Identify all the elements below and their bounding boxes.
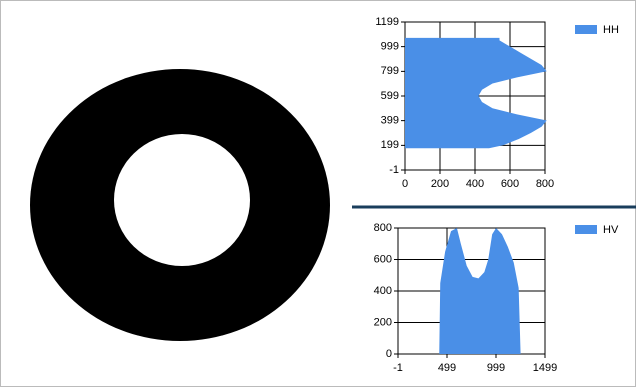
y-tick-label: 1199 [375,16,399,28]
y-tick-label: 599 [381,90,399,102]
ring-hole [114,134,250,266]
x-tick-label: 499 [438,362,456,374]
y-tick-label: 200 [374,316,392,328]
x-tick-label: 200 [431,178,449,190]
y-tick-label: 0 [386,348,392,360]
x-tick-label: 0 [402,178,408,190]
y-tick-label: 400 [374,285,392,297]
legend-label: HV [603,224,619,236]
screenshot: 0 200 400 600 800 -1 199 399 599 799 999 1199 HH -1 49… [0,0,636,387]
x-tick-label: 999 [487,362,505,374]
y-tick-label: 999 [381,41,399,53]
y-tick-label: 800 [374,222,392,234]
y-tick-label: 399 [381,115,399,127]
y-tick-label: 199 [381,139,399,151]
x-tick-label: -1 [393,362,403,374]
legend-label: HH [603,24,619,36]
x-tick-label: 1499 [533,362,557,374]
legend-swatch [575,25,597,34]
x-tick-label: 800 [536,178,554,190]
y-tick-label: -1 [389,164,399,176]
x-tick-label: 600 [501,178,519,190]
x-tick-label: 400 [466,178,484,190]
legend-swatch [575,225,597,234]
y-tick-label: 799 [381,65,399,77]
y-tick-label: 600 [374,253,392,265]
